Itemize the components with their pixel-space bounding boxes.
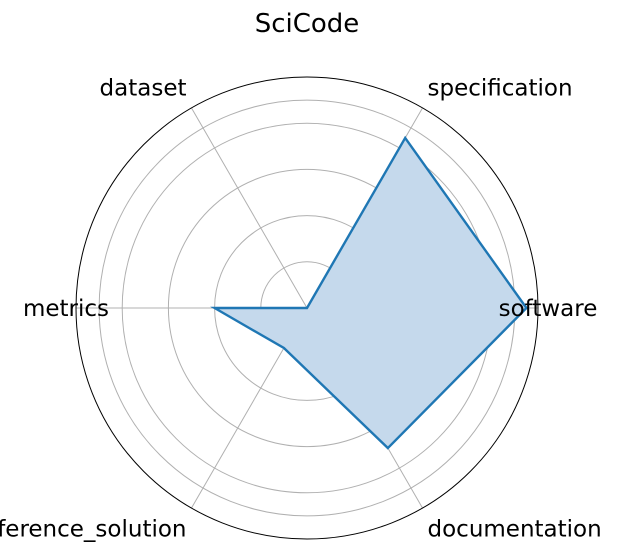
axis-label-software: software xyxy=(499,296,598,322)
polar-frame xyxy=(75,76,539,540)
grid-spoke-dataset xyxy=(191,107,308,309)
axis-label-dataset: dataset xyxy=(100,75,187,101)
axis-label-specification: specification xyxy=(428,75,573,101)
axis-label-metrics: metrics xyxy=(23,296,109,322)
chart-title: SciCode xyxy=(255,9,360,39)
axis-label-documentation: documentation xyxy=(428,517,602,543)
series-area-0 xyxy=(214,137,527,449)
axis-label-reference-solution: reference_solution xyxy=(0,517,187,543)
radar-series xyxy=(210,135,529,450)
axis-labels: software specification dataset metrics refer… xyxy=(0,75,602,542)
